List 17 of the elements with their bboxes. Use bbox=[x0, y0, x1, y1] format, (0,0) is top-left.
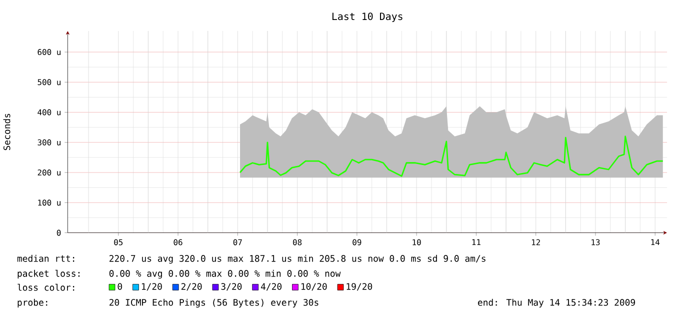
legend-label: 0 bbox=[118, 283, 122, 290]
text: 20 ICMP Echo Pings (56 Bytes) every 30s bbox=[110, 299, 318, 308]
legend-label: 3/20 bbox=[221, 283, 242, 291]
text: median rtt: bbox=[17, 255, 74, 262]
legend-label: 19/20 bbox=[346, 283, 372, 291]
y-axis-title: Seconds bbox=[3, 114, 10, 150]
text: packet loss: bbox=[18, 270, 80, 279]
text: loss color: bbox=[18, 284, 74, 291]
legend-label: 4/20 bbox=[260, 283, 282, 291]
text: probe: bbox=[18, 299, 48, 308]
text: 220.7 us avg 320.0 us max 187.1 us min 205.8 us now 0.0 ms sd 9.0 am/s bbox=[110, 255, 486, 264]
text: 0.00 % avg 0.00 % max 0.00 % min 0.00 % now bbox=[109, 270, 341, 279]
legend-label: 1/20 bbox=[142, 283, 162, 291]
text: end: Thu May 14 15:34:23 2009 bbox=[478, 299, 635, 308]
chart-title: Last 10 Days bbox=[332, 12, 402, 22]
legend-label: 2/20 bbox=[181, 283, 202, 291]
legend-label: 10/20 bbox=[301, 283, 327, 291]
